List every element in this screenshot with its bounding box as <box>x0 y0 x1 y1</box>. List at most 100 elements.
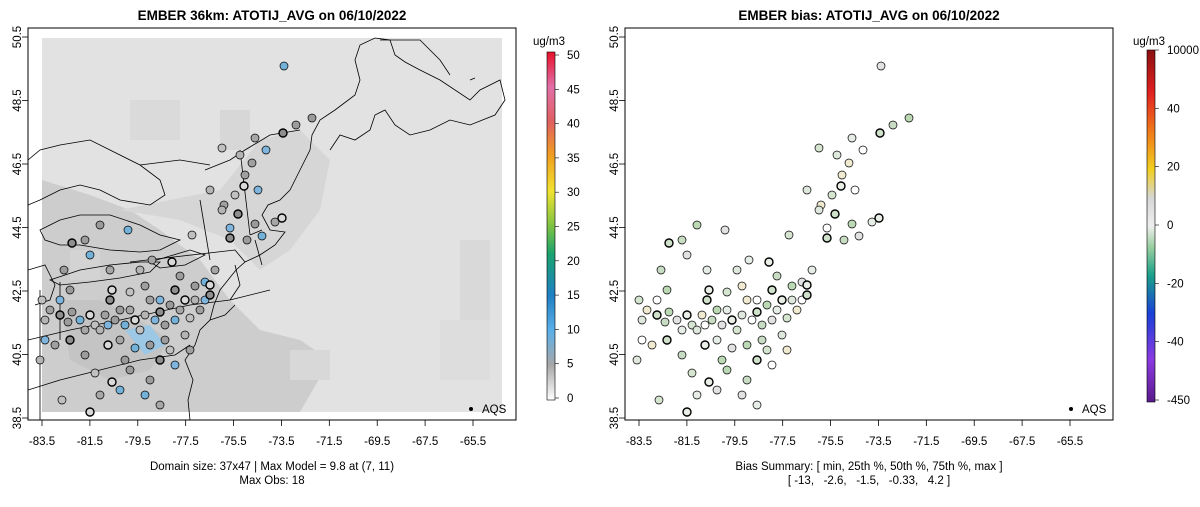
station-marker <box>832 150 842 160</box>
colorbar-ticks: 10000 40 20 0 -20 -40 -450 <box>1155 45 1199 407</box>
y-tick-label: 40.5 <box>12 343 24 365</box>
station-marker <box>230 190 240 200</box>
station-marker <box>737 390 747 400</box>
station-marker <box>155 400 165 410</box>
aqs-label: AQS <box>482 404 507 416</box>
station-marker <box>165 345 175 355</box>
y-tick-label: 48.5 <box>12 89 24 111</box>
colorbar-tick-label: 40 <box>1167 103 1180 115</box>
station-marker <box>700 340 710 350</box>
station-marker <box>782 313 792 323</box>
station-marker <box>764 257 774 267</box>
station-marker <box>155 295 165 305</box>
panel-title: EMBER bias: ATOTIJ_AVG on 06/10/2022 <box>738 8 999 23</box>
model-grid-cell <box>220 110 250 150</box>
station-marker <box>59 265 69 275</box>
model-grid-cell <box>460 240 490 320</box>
x-tick-label: -75.5 <box>220 436 246 448</box>
station-marker <box>772 305 782 315</box>
station-marker <box>107 377 117 387</box>
station-marker <box>702 265 712 275</box>
station-marker <box>278 128 288 138</box>
station-marker <box>239 181 249 191</box>
station-marker <box>145 340 155 350</box>
y-tick-label: 40.5 <box>609 343 621 365</box>
station-marker <box>190 295 200 305</box>
station-markers <box>632 61 914 417</box>
colorbar-unit: ug/m3 <box>533 36 565 48</box>
station-marker <box>195 305 205 315</box>
station-marker <box>762 345 772 355</box>
y-axis: 38.5 40.5 42.5 44.5 46.5 48.5 50.5 <box>609 26 625 429</box>
station-marker <box>95 390 105 400</box>
station-marker <box>35 355 45 365</box>
station-marker <box>642 305 652 315</box>
station-marker <box>85 407 95 417</box>
y-tick-label: 42.5 <box>609 280 621 302</box>
x-tick-label: -65.5 <box>460 436 486 448</box>
station-marker <box>652 295 662 305</box>
station-marker <box>80 325 90 335</box>
station-marker <box>115 335 125 345</box>
x-tick-label: -67.5 <box>412 436 438 448</box>
station-marker <box>175 305 185 315</box>
station-marker <box>874 213 884 223</box>
station-marker <box>55 310 65 320</box>
station-marker <box>185 313 195 323</box>
station-marker <box>652 310 662 320</box>
model-grid-cell <box>130 100 180 140</box>
station-marker <box>240 170 250 180</box>
station-marker <box>63 317 73 327</box>
station-marker <box>792 305 802 315</box>
station-marker <box>155 355 165 365</box>
station-marker <box>702 295 712 305</box>
station-marker <box>170 285 180 295</box>
station-marker <box>233 209 243 219</box>
station-marker <box>844 158 854 168</box>
station-marker <box>65 285 75 295</box>
station-marker <box>704 285 714 295</box>
station-marker <box>767 315 777 325</box>
footer-line-2: Max Obs: 18 <box>239 475 304 487</box>
station-marker <box>854 231 864 241</box>
model-grid-cell <box>440 320 490 380</box>
station-marker <box>235 150 245 160</box>
x-tick-label: -73.5 <box>865 436 891 448</box>
station-marker <box>717 355 727 365</box>
station-marker <box>170 360 180 370</box>
station-marker <box>888 120 898 130</box>
colorbar-tick-label: 40 <box>567 119 580 131</box>
station-marker <box>160 335 170 345</box>
station-marker <box>847 133 857 143</box>
station-marker <box>777 295 787 305</box>
station-marker <box>140 281 150 291</box>
station-marker <box>707 315 717 325</box>
x-tick-label: -69.5 <box>961 436 987 448</box>
y-tick-label: 50.5 <box>12 26 24 48</box>
station-marker <box>110 315 120 325</box>
station-marker <box>677 235 687 245</box>
station-marker <box>217 143 227 153</box>
station-marker <box>867 217 877 227</box>
colorbar-ramp <box>1146 49 1156 403</box>
station-marker <box>692 325 702 335</box>
footer-line-1: Bias Summary: [ min, 25th %, 50th %, 75t… <box>735 461 1002 473</box>
station-marker <box>787 281 797 291</box>
station-marker <box>135 325 145 335</box>
station-marker <box>742 340 752 350</box>
station-marker <box>732 265 742 275</box>
station-marker <box>130 315 140 325</box>
station-marker <box>80 235 90 245</box>
station-marker <box>722 287 732 297</box>
station-marker <box>822 233 832 243</box>
y-tick-label: 44.5 <box>609 216 621 238</box>
plot-frame <box>27 27 517 421</box>
station-marker <box>742 375 752 385</box>
station-marker <box>814 205 824 215</box>
station-marker <box>712 335 722 345</box>
station-marker <box>827 190 837 200</box>
y-tick-label: 50.5 <box>609 26 621 48</box>
y-tick-label: 46.5 <box>12 153 24 175</box>
station-marker <box>125 305 135 315</box>
